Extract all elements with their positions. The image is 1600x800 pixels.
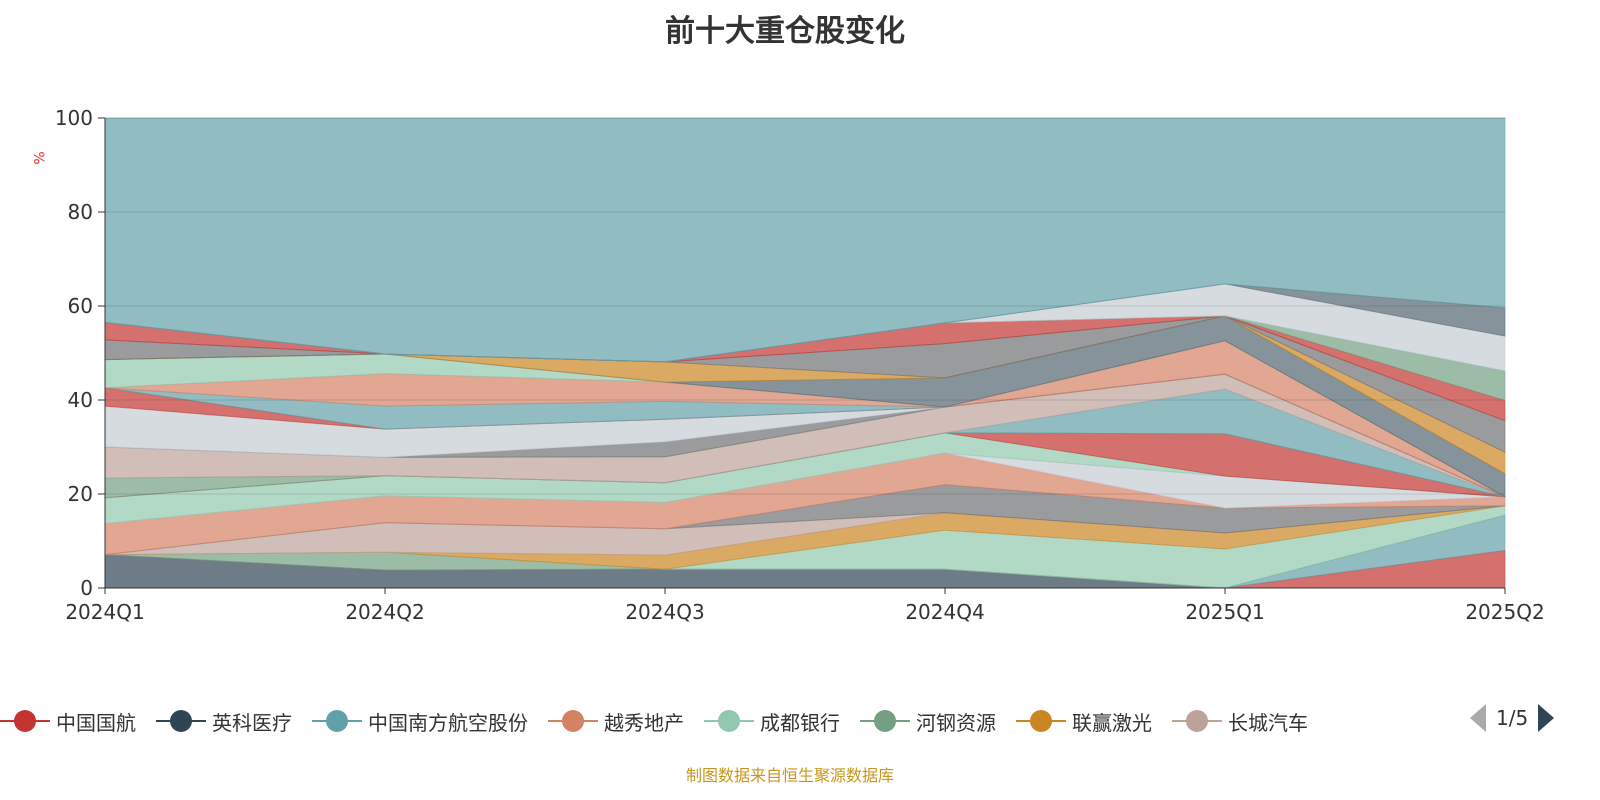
x-tick-label: 2024Q1 xyxy=(65,600,144,624)
legend-item[interactable]: 英科医疗 xyxy=(156,707,292,736)
source-note: 制图数据来自恒生聚源数据库 xyxy=(685,766,894,785)
legend-marker-icon xyxy=(1172,709,1222,733)
area-series-28[interactable] xyxy=(104,117,1506,363)
x-tick-label: 2024Q2 xyxy=(345,600,424,624)
legend-label: 英科医疗 xyxy=(212,710,292,735)
y-tick-label: 100 xyxy=(55,106,93,130)
x-tick-label: 2025Q2 xyxy=(1465,600,1544,624)
legend-marker-icon xyxy=(0,709,50,733)
legend-item[interactable]: 成都银行 xyxy=(704,707,840,736)
legend-marker-icon xyxy=(156,709,206,733)
legend-page-indicator: 1/5 xyxy=(1496,706,1529,730)
legend-label: 联赢激光 xyxy=(1072,710,1152,735)
legend-item[interactable]: 河钢资源 xyxy=(860,707,996,736)
x-tick-label: 2024Q3 xyxy=(625,600,704,624)
legend-label: 长城汽车 xyxy=(1228,710,1308,735)
legend: 中国国航 英科医疗 中国南方航空股份 越秀地产 成都银行 河钢资源 联赢激光 长城汽车 xyxy=(0,706,1465,736)
legend-label: 中国国航 xyxy=(56,710,136,735)
legend-marker-icon xyxy=(704,709,754,733)
y-tick-label: 20 xyxy=(68,482,93,506)
legend-item[interactable]: 中国国航 xyxy=(0,707,136,736)
legend-label: 河钢资源 xyxy=(916,710,996,735)
legend-label: 中国南方航空股份 xyxy=(368,710,528,735)
legend-label: 越秀地产 xyxy=(604,710,684,735)
y-tick-label: 80 xyxy=(68,200,93,224)
legend-prev-icon[interactable] xyxy=(1470,704,1486,732)
legend-marker-icon xyxy=(548,709,598,733)
y-tick-label: 0 xyxy=(80,576,93,600)
legend-marker-icon xyxy=(860,709,910,733)
legend-pager: 1/5 xyxy=(1470,704,1555,732)
x-tick-label: 2025Q1 xyxy=(1185,600,1264,624)
chart-title: 前十大重仓股变化 xyxy=(665,14,905,49)
legend-marker-icon xyxy=(312,709,362,733)
legend-next-icon[interactable] xyxy=(1538,704,1555,732)
legend-marker-icon xyxy=(1016,709,1066,733)
legend-item[interactable]: 联赢激光 xyxy=(1016,707,1152,736)
legend-item[interactable]: 中国南方航空股份 xyxy=(312,707,528,736)
y-tick-label: 40 xyxy=(68,388,93,412)
legend-label: 成都银行 xyxy=(760,710,840,735)
x-tick-label: 2024Q4 xyxy=(905,600,984,624)
legend-item[interactable]: 越秀地产 xyxy=(548,707,684,736)
y-tick-label: 60 xyxy=(68,294,93,318)
legend-item[interactable]: 长城汽车 xyxy=(1172,707,1308,736)
